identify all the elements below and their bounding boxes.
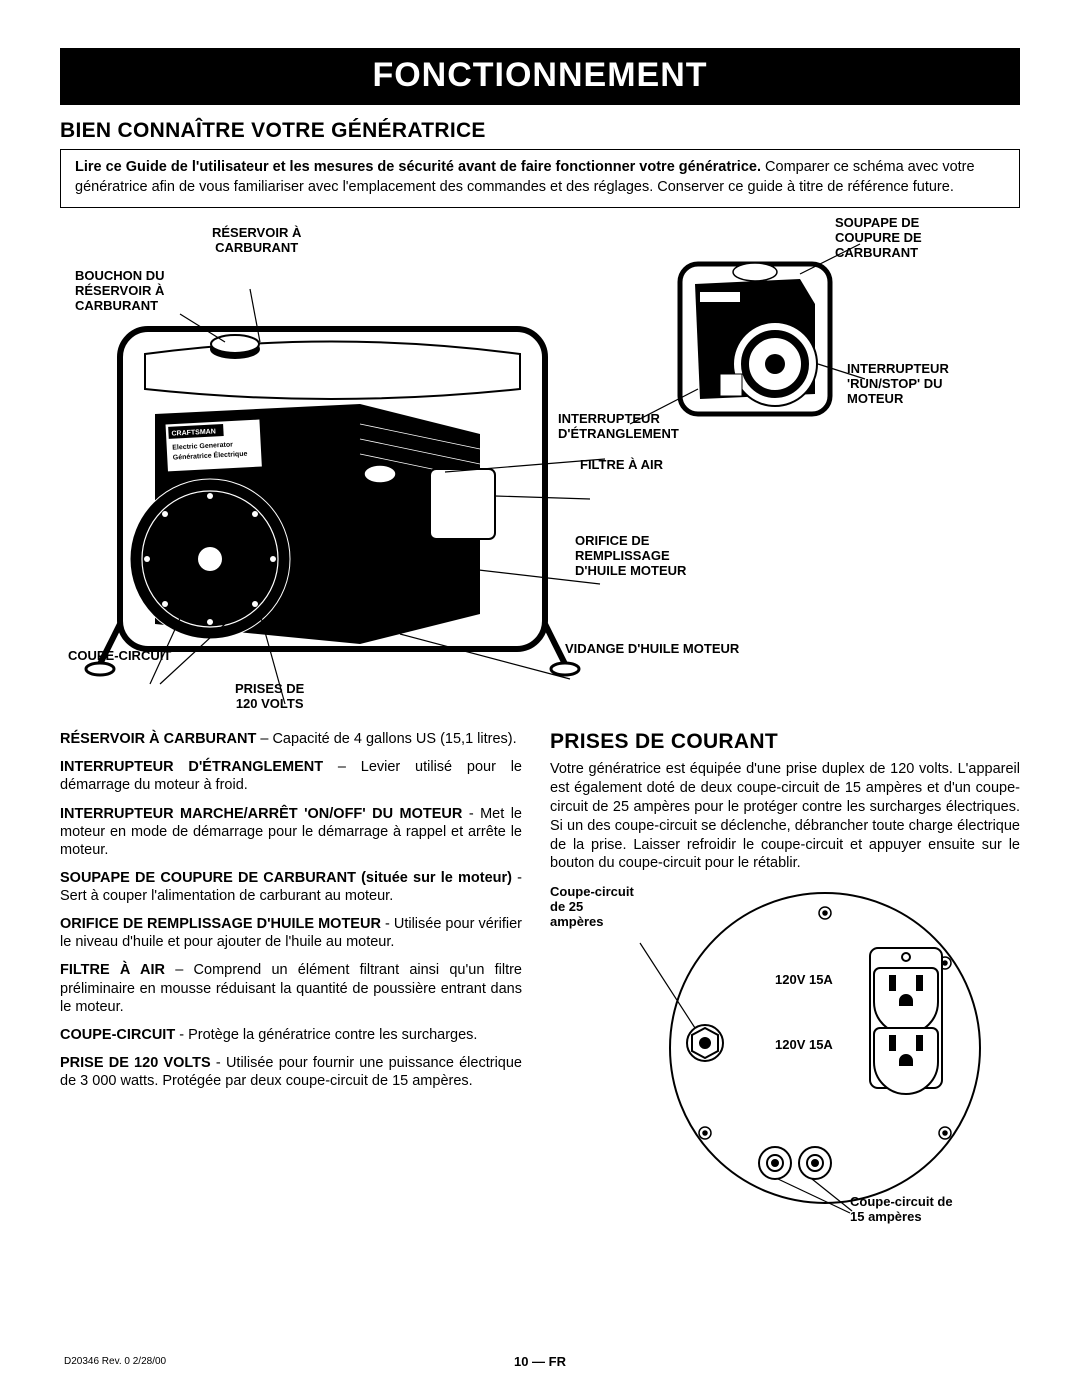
label-coupe: COUPE-CIRCUIT bbox=[68, 649, 171, 664]
def-2: INTERRUPTEUR MARCHE/ARRÊT 'ON/OFF' DU MO… bbox=[60, 805, 522, 859]
intro-box: Lire ce Guide de l'utilisateur et les me… bbox=[60, 149, 1020, 208]
def-3: SOUPAPE DE COUPURE DE CARBURANT (située … bbox=[60, 869, 522, 905]
label-vidange: VIDANGE D'HUILE MOTEUR bbox=[565, 642, 739, 657]
def-0: RÉSERVOIR À CARBURANT – Capacité de 4 ga… bbox=[60, 730, 522, 748]
def-5: FILTRE À AIR – Comprend un élément filtr… bbox=[60, 961, 522, 1015]
plabel-v2: 120V 15A bbox=[775, 1038, 833, 1053]
label-reservoir: RÉSERVOIR À CARBURANT bbox=[212, 226, 301, 256]
def-sep: - bbox=[512, 870, 522, 886]
def-text: Capacité de 4 gallons US (15,1 litres). bbox=[272, 731, 516, 747]
def-term: FILTRE À AIR bbox=[60, 962, 165, 978]
label-orifice: ORIFICE DE REMPLISSAGE D'HUILE MOTEUR bbox=[575, 534, 686, 579]
heading-know-generator: BIEN CONNAÎTRE VOTRE GÉNÉRATRICE bbox=[60, 119, 1020, 143]
intro-bold: Lire ce Guide de l'utilisateur et les me… bbox=[75, 159, 761, 175]
columns: RÉSERVOIR À CARBURANT – Capacité de 4 ga… bbox=[60, 730, 1020, 1223]
def-sep: - bbox=[381, 916, 394, 932]
panel-svg bbox=[550, 883, 1020, 1223]
def-6: COUPE-CIRCUIT - Protège la génératrice c… bbox=[60, 1026, 522, 1044]
generator-svg: CRAFTSMAN Electric Generator Génératrice… bbox=[60, 214, 1020, 724]
label-etranglement: INTERRUPTEUR D'ÉTRANGLEMENT bbox=[558, 412, 679, 442]
generator-diagram: CRAFTSMAN Electric Generator Génératrice… bbox=[60, 214, 1020, 724]
def-sep: - bbox=[175, 1027, 188, 1043]
def-term: PRISE DE 120 VOLTS bbox=[60, 1055, 211, 1071]
footer-page: 10 — FR bbox=[0, 1354, 1080, 1369]
prises-column: PRISES DE COURANT Votre génératrice est … bbox=[550, 730, 1020, 1223]
plabel-v1: 120V 15A bbox=[775, 973, 833, 988]
def-sep: - bbox=[211, 1055, 226, 1071]
def-1: INTERRUPTEUR D'ÉTRANGLEMENT – Levier uti… bbox=[60, 758, 522, 794]
definitions-column: RÉSERVOIR À CARBURANT – Capacité de 4 ga… bbox=[60, 730, 522, 1223]
label-filtre: FILTRE À AIR bbox=[580, 458, 663, 473]
plabel-c25: Coupe-circuit de 25 ampères bbox=[550, 885, 634, 930]
plabel-c15: Coupe-circuit de 15 ampères bbox=[850, 1195, 953, 1225]
prises-paragraph: Votre génératrice est équipée d'une pris… bbox=[550, 760, 1020, 873]
def-sep: – bbox=[323, 759, 361, 775]
def-term: INTERRUPTEUR MARCHE/ARRÊT 'ON/OFF' DU MO… bbox=[60, 806, 462, 822]
def-7: PRISE DE 120 VOLTS - Utilisée pour fourn… bbox=[60, 1054, 522, 1090]
def-term: COUPE-CIRCUIT bbox=[60, 1027, 175, 1043]
panel-diagram: Coupe-circuit de 25 ampères 120V 15A 120… bbox=[550, 883, 1020, 1223]
def-term: INTERRUPTEUR D'ÉTRANGLEMENT bbox=[60, 759, 323, 775]
def-text: Sert à couper l'alimentation de carburan… bbox=[60, 888, 393, 904]
def-term: ORIFICE DE REMPLISSAGE D'HUILE MOTEUR bbox=[60, 916, 381, 932]
def-4: ORIFICE DE REMPLISSAGE D'HUILE MOTEUR - … bbox=[60, 915, 522, 951]
label-runstop: INTERRUPTEUR 'RUN/STOP' DU MOTEUR bbox=[847, 362, 949, 407]
def-sep: – bbox=[165, 962, 194, 978]
label-prises: PRISES DE 120 VOLTS bbox=[235, 682, 304, 712]
def-sep: – bbox=[256, 731, 272, 747]
label-soupape: SOUPAPE DE COUPURE DE CARBURANT bbox=[835, 216, 922, 261]
def-sep: - bbox=[462, 806, 480, 822]
label-bouchon: BOUCHON DU RÉSERVOIR À CARBURANT bbox=[75, 269, 165, 314]
def-term: SOUPAPE DE COUPURE DE CARBURANT (située … bbox=[60, 870, 512, 886]
page-banner: FONCTIONNEMENT bbox=[60, 48, 1020, 105]
def-term: RÉSERVOIR À CARBURANT bbox=[60, 731, 256, 747]
def-text: Protège la génératrice contre les surcha… bbox=[188, 1027, 477, 1043]
heading-prises: PRISES DE COURANT bbox=[550, 730, 1020, 754]
